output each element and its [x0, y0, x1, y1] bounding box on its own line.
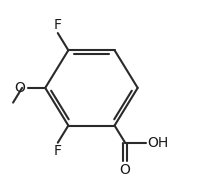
Text: F: F — [54, 18, 61, 32]
Text: O: O — [14, 81, 25, 95]
Text: OH: OH — [146, 136, 168, 150]
Text: F: F — [54, 144, 61, 158]
Text: O: O — [119, 163, 130, 177]
